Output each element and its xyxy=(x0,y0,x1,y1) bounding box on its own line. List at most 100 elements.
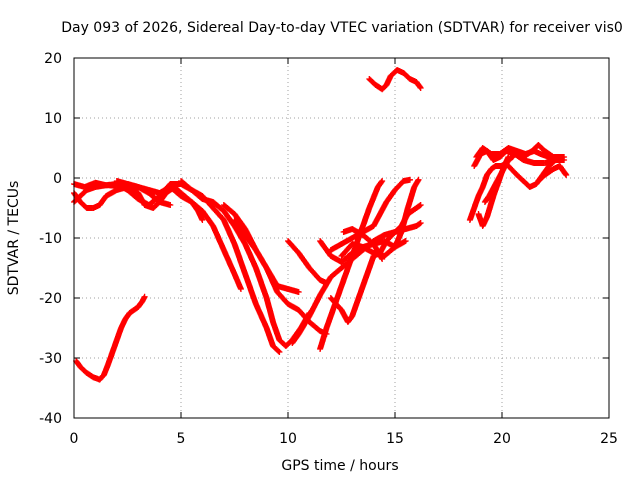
data-point-run xyxy=(77,199,89,211)
data-point xyxy=(417,202,424,208)
series-pass-22 xyxy=(481,154,516,205)
x-tick-label: 20 xyxy=(493,431,511,447)
data-point-run xyxy=(188,187,205,202)
data-point-run xyxy=(263,295,276,324)
data-point-run xyxy=(274,289,291,307)
data-point-run xyxy=(392,230,404,250)
data-point-run xyxy=(167,184,184,199)
series-pass-24 xyxy=(535,163,570,184)
data-point-run xyxy=(338,235,355,247)
data-point-run xyxy=(285,301,301,313)
data-point-run xyxy=(486,182,498,199)
data-point-run xyxy=(289,331,302,346)
data-point-run xyxy=(327,241,344,253)
data-point-run xyxy=(210,205,226,223)
data-point-run xyxy=(359,232,376,247)
data-point-run xyxy=(317,326,330,352)
data-point-run xyxy=(81,180,98,190)
chart-title: Day 093 of 2026, Sidereal Day-to-day VTE… xyxy=(61,20,623,36)
series-pass-1 xyxy=(73,293,148,383)
data-point-run xyxy=(492,170,505,187)
data-point-run xyxy=(150,199,162,211)
data-point-run xyxy=(295,314,312,337)
data-point-run xyxy=(103,187,119,199)
series-pass-8 xyxy=(231,217,330,337)
data-point-run xyxy=(366,185,381,211)
data-point-run xyxy=(349,296,362,319)
data-point xyxy=(417,220,424,226)
series-pass-17 xyxy=(366,67,424,93)
data-point-run xyxy=(242,271,259,306)
data-point-run xyxy=(306,265,323,283)
data-point-run xyxy=(231,223,248,246)
data-point-run xyxy=(473,145,486,160)
data-point-run xyxy=(101,362,111,378)
x-axis-ticks: 0 5 10 15 20 25 xyxy=(70,58,618,447)
y-tick-label: 10 xyxy=(44,111,62,127)
data-point-run xyxy=(242,232,259,253)
data-point-run xyxy=(505,163,520,178)
data-point-run xyxy=(400,70,413,82)
data-point-run xyxy=(145,193,162,208)
data-point xyxy=(406,176,413,183)
x-axis-label: GPS time / hours xyxy=(281,458,398,474)
data-point xyxy=(379,256,386,262)
data-point-run xyxy=(499,158,511,175)
data-point xyxy=(552,157,559,163)
data-point-run xyxy=(479,145,494,157)
y-tick-label: 0 xyxy=(53,171,62,187)
data-point-run xyxy=(366,76,378,88)
data-point-run xyxy=(349,226,365,238)
y-axis-ticks: -40 -30 -20 -10 0 10 20 xyxy=(39,51,609,427)
data-point xyxy=(402,238,409,244)
data-point-run xyxy=(252,301,270,330)
data-point xyxy=(563,172,570,178)
data-point-run xyxy=(364,254,377,277)
y-tick-label: -20 xyxy=(39,291,62,307)
data-point-run xyxy=(383,187,398,205)
y-tick-label: 20 xyxy=(44,51,62,67)
data-point-run xyxy=(479,173,490,190)
series-pass-4 xyxy=(71,179,283,355)
series-pass-9 xyxy=(285,238,330,286)
data-point-run xyxy=(484,194,497,220)
data-point-run xyxy=(252,265,270,300)
x-tick-label: 5 xyxy=(177,431,186,447)
data-point-run xyxy=(381,244,398,259)
data-point-run xyxy=(220,202,237,217)
data-point xyxy=(509,154,516,160)
data-point-run xyxy=(252,247,269,270)
series-pass-20 xyxy=(473,145,568,160)
data-point-run xyxy=(514,172,526,184)
data-point-run xyxy=(77,187,89,199)
data-point-run xyxy=(340,254,355,283)
data-point-run xyxy=(156,190,169,205)
data-series xyxy=(71,67,570,383)
data-point-run xyxy=(404,185,417,211)
data-point xyxy=(199,217,206,223)
data-point-run xyxy=(124,187,141,202)
data-point-run xyxy=(231,217,248,238)
data-point-run xyxy=(471,194,482,211)
data-point-run xyxy=(481,193,492,205)
data-point-run xyxy=(327,265,344,280)
y-tick-label: -40 xyxy=(39,411,62,427)
data-point-run xyxy=(370,212,383,229)
data-point-run xyxy=(379,82,389,93)
data-point-run xyxy=(231,241,248,276)
data-point-run xyxy=(338,241,355,259)
data-point-run xyxy=(96,193,109,208)
data-point-run xyxy=(370,241,385,261)
data-point xyxy=(561,154,568,160)
data-point-run xyxy=(263,265,280,294)
x-tick-label: 15 xyxy=(386,431,404,447)
x-tick-label: 10 xyxy=(279,431,297,447)
x-tick-label: 25 xyxy=(600,431,618,447)
x-tick-label: 0 xyxy=(70,431,79,447)
data-point-run xyxy=(535,142,547,154)
data-point-run xyxy=(398,206,411,235)
data-point-run xyxy=(374,178,385,190)
data-point xyxy=(295,289,302,295)
data-point-run xyxy=(220,208,237,229)
